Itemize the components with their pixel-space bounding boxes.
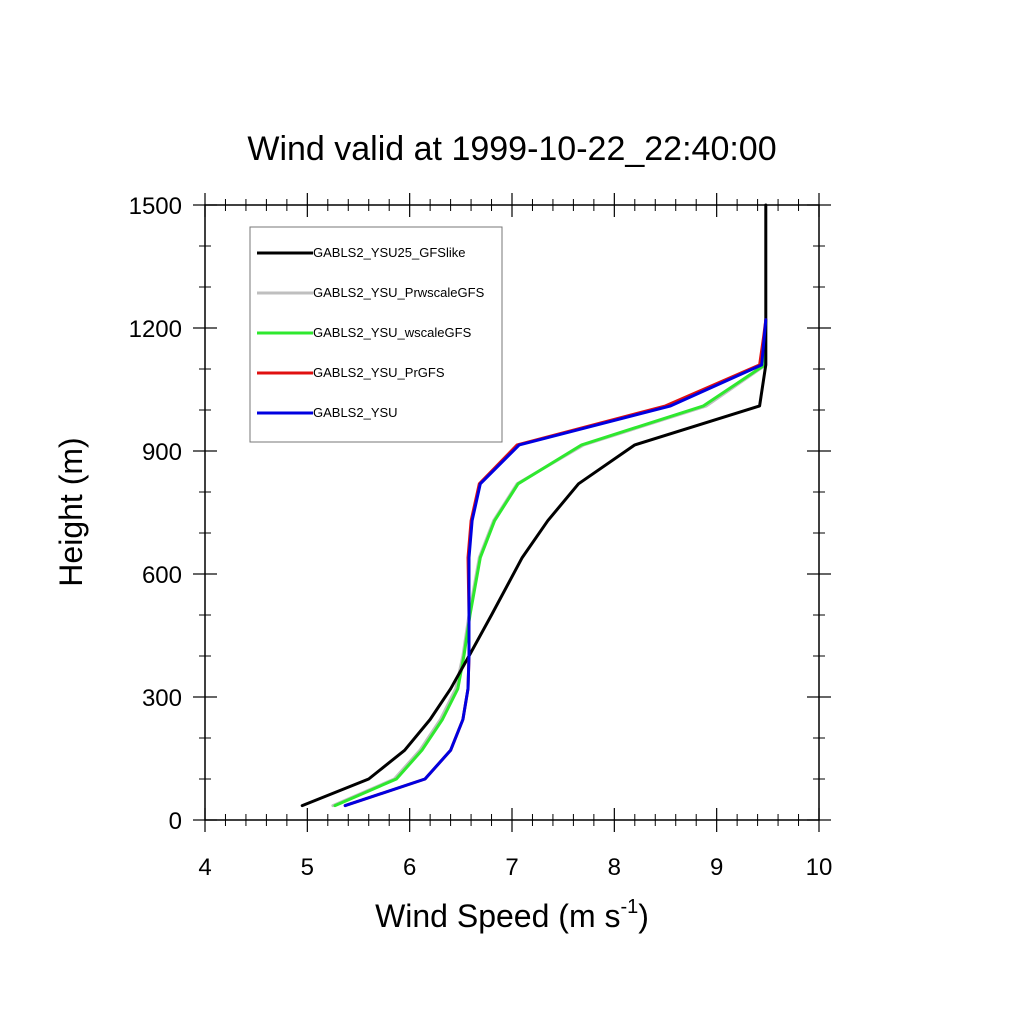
legend: GABLS2_YSU25_GFSlike GABLS2_YSU_PrwscaleG… [249, 226, 503, 443]
x-axis-label-end: ) [638, 898, 649, 934]
x-tick-label: 5 [301, 854, 314, 881]
series-line-GABLS2_YSU25_GFSlike [300, 203, 768, 808]
x-axis-label: Wind Speed (m s-1) [375, 896, 649, 934]
x-axis-label-main: Wind Speed (m s [375, 898, 620, 934]
legend-label: GABLS2_YSU [313, 405, 398, 420]
legend-label: GABLS2_YSU_wscaleGFS [313, 325, 472, 340]
y-tick-label: 600 [142, 562, 182, 589]
series-line-GABLS2_YSU_wscaleGFS [333, 318, 768, 808]
legend-label: GABLS2_YSU_PrGFS [313, 365, 445, 380]
y-tick-label: 1200 [129, 316, 182, 343]
legend-label: GABLS2_YSU_PrwscaleGFS [313, 285, 485, 300]
x-tick-label: 7 [505, 854, 518, 881]
axis-tick-labels: 4 5 6 7 8 9 10 0 300 600 900 1200 1500 [129, 193, 833, 881]
x-tick-label: 10 [806, 854, 833, 881]
x-axis-label-sup: -1 [620, 896, 638, 918]
x-tick-label: 8 [608, 854, 621, 881]
x-tick-label: 9 [710, 854, 723, 881]
series-lines [300, 203, 768, 808]
y-tick-label: 1500 [129, 193, 182, 220]
axis-ticks [193, 193, 831, 832]
y-tick-label: 300 [142, 685, 182, 712]
y-tick-label: 0 [169, 808, 182, 835]
plot-frame [204, 204, 820, 821]
x-tick-label: 6 [403, 854, 416, 881]
x-tick-label: 4 [198, 854, 211, 881]
series-line-GABLS2_YSU [343, 318, 768, 808]
y-tick-label: 900 [142, 439, 182, 466]
legend-label: GABLS2_YSU25_GFSlike [313, 245, 465, 260]
y-axis-label: Height (m) [53, 437, 89, 586]
chart-title: Wind valid at 1999-10-22_22:40:00 [247, 130, 776, 168]
